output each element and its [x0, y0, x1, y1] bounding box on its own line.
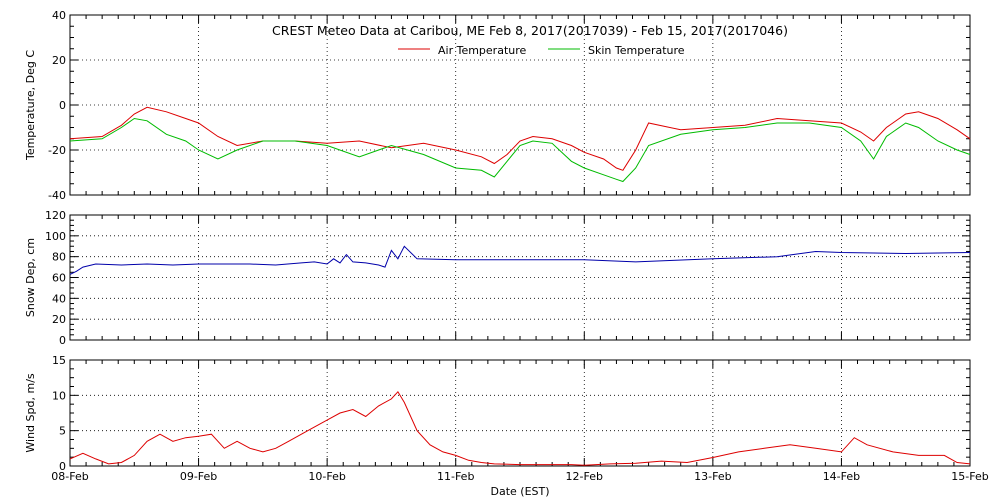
x-tick-label: 11-Feb	[437, 470, 474, 483]
wind-speed-line	[69, 390, 971, 466]
y-tick-label: -40	[48, 189, 66, 202]
y-tick-label: 0	[59, 99, 66, 112]
y-tick-label: 5	[59, 425, 66, 438]
x-tick-label: 13-Feb	[694, 470, 731, 483]
y-tick-label: 120	[45, 209, 66, 222]
x-axis-label: Date (EST)	[490, 485, 549, 498]
y-tick-label: 100	[45, 230, 66, 243]
snow-depth-line	[69, 245, 971, 275]
x-tick-label: 08-Feb	[51, 470, 88, 483]
temperature-panel: -40 -20 0 20 40 Temperature, Deg C	[24, 9, 971, 202]
x-tick-label: 09-Feb	[180, 470, 217, 483]
y-tick-label: 40	[52, 9, 66, 22]
skin-temperature-line	[69, 117, 971, 183]
y-tick-label: 20	[52, 313, 66, 326]
y-axis-label: Temperature, Deg C	[24, 50, 37, 161]
legend-skin-label: Skin Temperature	[588, 44, 685, 57]
legend-air-label: Air Temperature	[438, 44, 527, 57]
y-tick-label: 60	[52, 272, 66, 285]
y-tick-label: 10	[52, 389, 66, 402]
y-axis-label: Wind Spd, m/s	[24, 373, 37, 453]
wind-speed-panel: 0 5 10 15 Wind Spd, m/s 08-Feb 09-Feb 10-Feb 11-…	[24, 354, 989, 483]
y-tick-label: 40	[52, 292, 66, 305]
x-tick-label: 12-Feb	[566, 470, 603, 483]
x-tick-label: 15-Feb	[951, 470, 988, 483]
y-tick-label: 80	[52, 251, 66, 264]
y-tick-label: 0	[59, 334, 66, 347]
y-tick-label: 0	[59, 460, 66, 473]
y-tick-label: 20	[52, 54, 66, 67]
x-tick-label: 14-Feb	[823, 470, 860, 483]
legend: Air Temperature Skin Temperature	[398, 44, 685, 57]
y-tick-label: -20	[48, 144, 66, 157]
snow-depth-panel: 0 20 40 60 80 100 120 Snow Dep, cm	[24, 209, 971, 347]
y-axis-label: Snow Dep, cm	[24, 238, 37, 317]
plot-frame	[69, 359, 971, 467]
air-temperature-line	[69, 106, 971, 171]
chart-title: CREST Meteo Data at Caribou, ME Feb 8, 2…	[272, 23, 788, 38]
x-tick-label: 10-Feb	[308, 470, 345, 483]
y-tick-label: 15	[52, 354, 66, 367]
